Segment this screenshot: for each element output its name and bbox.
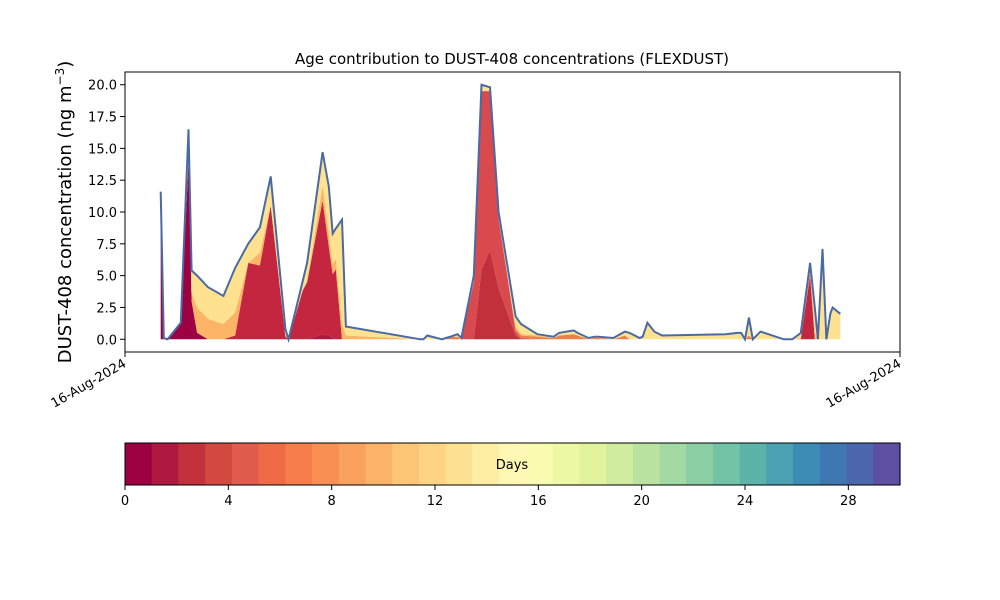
colorbar-tick-label: 24 [737, 494, 754, 509]
colorbar-frame [124, 442, 901, 486]
colorbar-cell [846, 443, 874, 485]
colorbar-tick-label: 12 [427, 494, 444, 509]
colorbar-cell [445, 443, 474, 485]
colorbar-cell [659, 443, 687, 485]
colorbar-cell [793, 443, 821, 485]
y-tick-label: 12.5 [88, 174, 117, 189]
colorbar-cell [205, 443, 233, 485]
colorbar-cell [178, 443, 206, 485]
colorbar-tick-label: 20 [633, 494, 650, 509]
colorbar-tick-label: 8 [328, 494, 336, 509]
colorbar-label: Days [496, 458, 529, 473]
y-axis-label: DUST-408 concentration (ng m−3) [53, 61, 76, 364]
y-tick-label: 2.5 [96, 301, 117, 316]
colorbar-cells [125, 443, 901, 485]
colorbar-cell [312, 443, 340, 485]
age-band-area-4 [160, 91, 841, 340]
y-axis-label-unit-exponent: −3 [53, 68, 67, 86]
y-axis-label-close: ) [55, 61, 76, 68]
colorbar-cell [472, 443, 500, 485]
colorbar-cell [766, 443, 794, 485]
chart-title: Age contribution to DUST-408 concentrati… [295, 50, 729, 68]
colorbar-cell [712, 443, 741, 485]
y-tick-label: 20.0 [88, 79, 117, 94]
colorbar-cell [151, 443, 180, 485]
x-axis: 16-Aug-2024 16-Aug-2024 [49, 352, 904, 412]
colorbar-cell [579, 443, 607, 485]
colorbar-cell [338, 443, 367, 485]
colorbar-tick-label: 28 [840, 494, 857, 509]
colorbar-cell [632, 443, 661, 485]
colorbar-cell [819, 443, 848, 485]
colorbar-cell [365, 443, 393, 485]
y-tick-label: 5.0 [96, 270, 117, 285]
y-tick-label: 0.0 [96, 333, 117, 348]
age-band-area-7 [160, 84, 841, 340]
colorbar-cell [525, 443, 554, 485]
age-contribution-areas [160, 84, 841, 340]
y-axis-label-text: DUST-408 concentration (ng m [55, 85, 76, 363]
age-band-area-3 [160, 161, 841, 340]
y-tick-label: 17.5 [88, 111, 117, 126]
total-concentration-line [159, 83, 841, 344]
colorbar-tick-label: 0 [121, 494, 129, 509]
y-tick-label: 7.5 [96, 238, 117, 253]
y-axis: 0.0 2.5 5.0 7.5 10.0 12.5 15.0 17.5 20.0 [88, 79, 125, 348]
colorbar-cell [873, 443, 901, 485]
colorbar-cell [606, 443, 634, 485]
colorbar-cell [552, 443, 580, 485]
colorbar-cell [686, 443, 714, 485]
colorbar-cell [418, 443, 447, 485]
y-tick-label: 10.0 [88, 206, 117, 221]
colorbar: Days 0 4 8 12 16 20 24 28 [121, 442, 901, 509]
colorbar-cell [499, 443, 527, 485]
colorbar-cell [258, 443, 286, 485]
age-band-area-2 [160, 161, 841, 340]
colorbar-cell [285, 443, 313, 485]
colorbar-tick-label: 4 [224, 494, 232, 509]
colorbar-cell [739, 443, 767, 485]
x-tick-label: 16-Aug-2024 [49, 356, 129, 411]
colorbar-ticks: 0 4 8 12 16 20 24 28 [121, 485, 857, 509]
y-tick-label: 15.0 [88, 142, 117, 157]
x-tick-label: 16-Aug-2024 [824, 356, 904, 411]
colorbar-cell [231, 443, 260, 485]
colorbar-tick-label: 16 [530, 494, 547, 509]
colorbar-cell [392, 443, 420, 485]
colorbar-cell [125, 443, 153, 485]
